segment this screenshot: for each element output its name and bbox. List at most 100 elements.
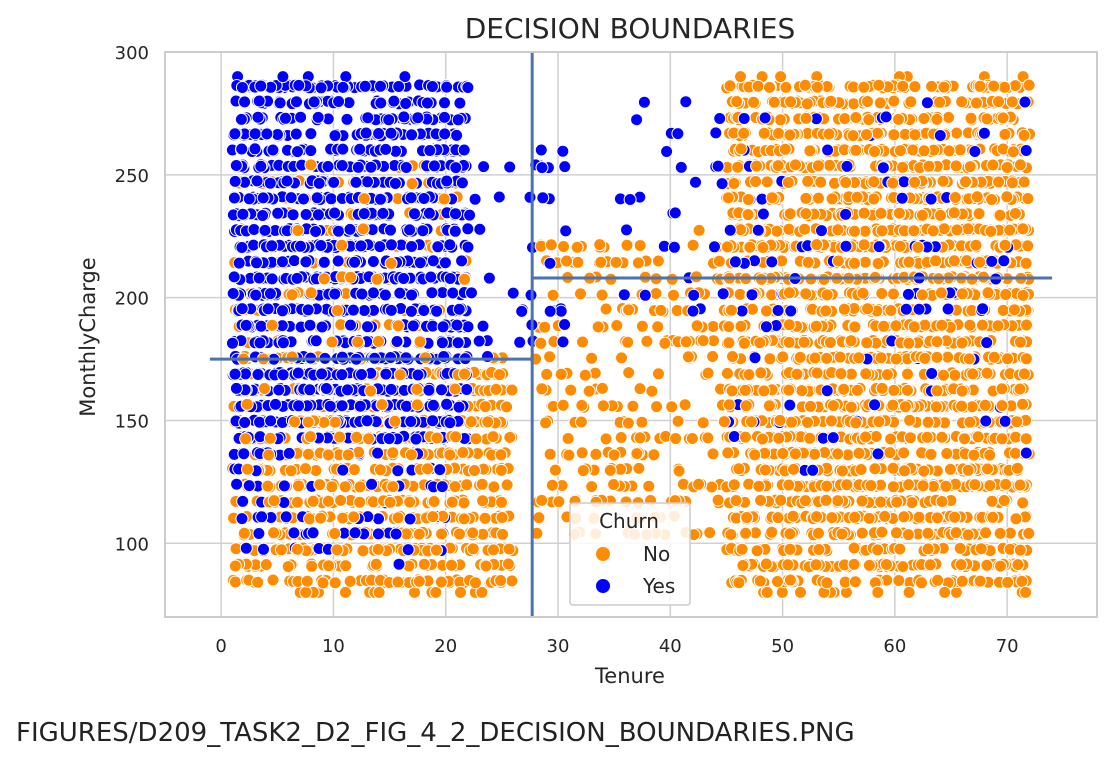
- point-no: [251, 575, 265, 589]
- point-no: [404, 448, 418, 462]
- point-no: [972, 207, 986, 221]
- point-no: [372, 334, 385, 348]
- point-yes: [403, 512, 417, 526]
- point-yes: [387, 94, 401, 108]
- point-yes: [265, 239, 279, 253]
- point-yes: [449, 207, 462, 221]
- point-yes: [297, 192, 310, 206]
- point-no: [798, 222, 812, 236]
- point-no: [239, 432, 253, 446]
- point-no: [578, 368, 592, 382]
- point-yes: [759, 320, 773, 334]
- point-no: [837, 382, 851, 396]
- point-yes: [806, 463, 820, 477]
- point-no: [720, 240, 734, 254]
- point-no: [771, 511, 785, 525]
- point-no: [534, 336, 548, 350]
- point-no: [953, 143, 967, 157]
- point-yes: [453, 96, 467, 110]
- point-no: [892, 112, 905, 126]
- point-no: [940, 447, 954, 460]
- point-no: [334, 493, 348, 507]
- point-no: [980, 366, 994, 380]
- point-no: [934, 286, 948, 300]
- point-no: [237, 526, 251, 540]
- point-yes: [332, 224, 345, 238]
- point-no: [943, 462, 957, 476]
- point-yes: [556, 335, 570, 349]
- point-yes: [328, 287, 342, 301]
- point-no: [1010, 415, 1024, 429]
- point-no: [328, 527, 342, 540]
- point-no: [448, 382, 462, 396]
- point-no: [799, 191, 813, 205]
- point-no: [560, 254, 574, 268]
- point-no: [724, 528, 738, 541]
- point-no: [760, 175, 774, 189]
- point-no: [1006, 176, 1019, 190]
- point-no: [266, 573, 280, 587]
- point-no: [925, 79, 939, 93]
- point-no: [961, 463, 975, 477]
- point-no: [973, 574, 987, 588]
- point-yes: [1019, 446, 1033, 460]
- point-no: [671, 414, 685, 428]
- point-no: [784, 95, 798, 109]
- point-no: [779, 80, 793, 94]
- point-no: [386, 446, 400, 460]
- point-no: [886, 398, 900, 412]
- point-no: [706, 320, 720, 333]
- point-no: [593, 238, 607, 252]
- point-no: [831, 494, 845, 508]
- point-no: [723, 79, 737, 93]
- point-no: [479, 559, 493, 573]
- point-no: [575, 446, 589, 460]
- point-yes: [871, 447, 885, 461]
- point-no: [947, 254, 961, 268]
- point-yes: [327, 175, 341, 189]
- point-yes: [630, 113, 644, 127]
- point-no: [753, 336, 767, 350]
- point-yes: [292, 78, 306, 92]
- point-no: [665, 400, 679, 414]
- point-no: [546, 288, 560, 302]
- point-yes: [242, 192, 256, 206]
- point-no: [336, 511, 350, 525]
- point-no: [725, 384, 739, 398]
- point-no: [369, 557, 383, 571]
- point-no: [875, 287, 889, 300]
- point-yes: [463, 208, 477, 222]
- point-yes: [382, 432, 396, 446]
- point-no: [839, 176, 853, 189]
- point-yes: [393, 286, 407, 300]
- point-yes: [727, 430, 741, 443]
- point-yes: [713, 112, 727, 125]
- point-no: [831, 223, 845, 237]
- point-yes: [506, 286, 520, 300]
- point-no: [505, 574, 519, 588]
- point-yes: [446, 286, 460, 300]
- point-no: [904, 95, 918, 109]
- point-yes: [252, 271, 266, 285]
- point-no: [758, 463, 772, 477]
- point-no: [754, 366, 768, 380]
- point-yes: [728, 255, 742, 269]
- point-yes: [235, 81, 249, 94]
- point-no: [974, 542, 988, 556]
- point-yes: [671, 127, 685, 141]
- point-no: [466, 526, 480, 540]
- point-yes: [826, 431, 840, 445]
- point-no: [405, 177, 419, 191]
- point-no: [848, 510, 862, 524]
- point-no: [388, 414, 402, 428]
- point-no: [801, 255, 815, 269]
- point-no: [632, 461, 646, 475]
- point-no: [487, 480, 501, 494]
- point-no: [767, 95, 781, 109]
- point-yes: [431, 240, 445, 254]
- point-yes: [400, 399, 413, 413]
- point-no: [820, 479, 834, 493]
- point-yes: [304, 127, 318, 141]
- point-no: [810, 80, 824, 94]
- point-no: [848, 320, 862, 334]
